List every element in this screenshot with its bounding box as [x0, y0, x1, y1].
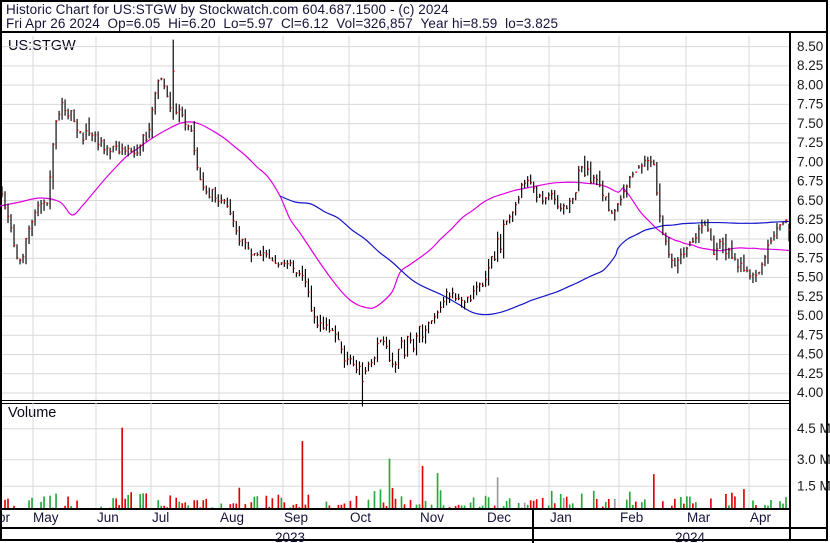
svg-text:6.75: 6.75 [797, 174, 823, 189]
svg-text:6.50: 6.50 [797, 193, 823, 208]
svg-text:6.00: 6.00 [797, 231, 823, 246]
svg-text:4.75: 4.75 [797, 327, 823, 342]
svg-text:1.5 M: 1.5 M [797, 478, 830, 493]
svg-text:7.25: 7.25 [797, 135, 823, 150]
svg-text:5.75: 5.75 [797, 250, 823, 265]
svg-text:6.25: 6.25 [797, 212, 823, 227]
svg-text:8.00: 8.00 [797, 77, 823, 92]
svg-text:4.25: 4.25 [797, 366, 823, 381]
svg-text:5.00: 5.00 [797, 308, 823, 323]
svg-text:4.5 M: 4.5 M [797, 421, 830, 436]
svg-text:8.50: 8.50 [797, 39, 823, 54]
svg-text:5.50: 5.50 [797, 270, 823, 285]
svg-text:7.00: 7.00 [797, 154, 823, 169]
svg-text:3.0 M: 3.0 M [797, 452, 830, 467]
svg-text:7.50: 7.50 [797, 116, 823, 131]
svg-text:4.00: 4.00 [797, 385, 823, 400]
svg-text:5.25: 5.25 [797, 289, 823, 304]
svg-text:8.25: 8.25 [797, 58, 823, 73]
svg-text:7.75: 7.75 [797, 97, 823, 112]
svg-text:4.50: 4.50 [797, 347, 823, 362]
